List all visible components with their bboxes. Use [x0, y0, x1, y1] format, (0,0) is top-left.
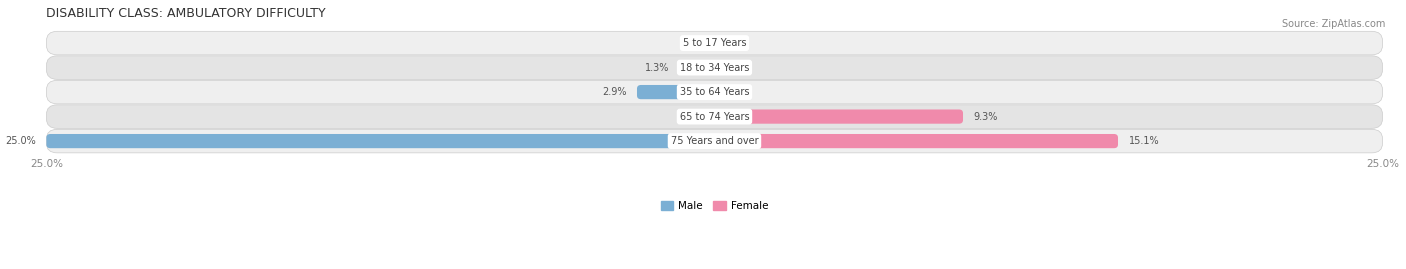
Text: 35 to 64 Years: 35 to 64 Years — [679, 87, 749, 97]
FancyBboxPatch shape — [714, 109, 963, 124]
Text: 0.0%: 0.0% — [725, 87, 749, 97]
Text: 75 Years and over: 75 Years and over — [671, 136, 758, 146]
Text: DISABILITY CLASS: AMBULATORY DIFFICULTY: DISABILITY CLASS: AMBULATORY DIFFICULTY — [46, 7, 326, 20]
Text: 1.3%: 1.3% — [645, 63, 669, 73]
Text: 0.0%: 0.0% — [725, 38, 749, 48]
FancyBboxPatch shape — [46, 56, 1382, 79]
Text: 0.0%: 0.0% — [679, 112, 704, 122]
Text: 0.0%: 0.0% — [679, 38, 704, 48]
Text: 5 to 17 Years: 5 to 17 Years — [683, 38, 747, 48]
FancyBboxPatch shape — [679, 61, 714, 75]
Text: 0.0%: 0.0% — [725, 63, 749, 73]
FancyBboxPatch shape — [637, 85, 714, 99]
FancyBboxPatch shape — [46, 134, 714, 148]
Text: 25.0%: 25.0% — [6, 136, 35, 146]
Text: 9.3%: 9.3% — [974, 112, 998, 122]
Text: Source: ZipAtlas.com: Source: ZipAtlas.com — [1281, 19, 1385, 29]
FancyBboxPatch shape — [714, 134, 1118, 148]
Text: 2.9%: 2.9% — [602, 87, 626, 97]
FancyBboxPatch shape — [46, 31, 1382, 55]
FancyBboxPatch shape — [46, 105, 1382, 128]
FancyBboxPatch shape — [46, 129, 1382, 153]
Text: 15.1%: 15.1% — [1129, 136, 1160, 146]
Legend: Male, Female: Male, Female — [657, 197, 773, 215]
Text: 65 to 74 Years: 65 to 74 Years — [679, 112, 749, 122]
Text: 18 to 34 Years: 18 to 34 Years — [679, 63, 749, 73]
FancyBboxPatch shape — [46, 80, 1382, 104]
